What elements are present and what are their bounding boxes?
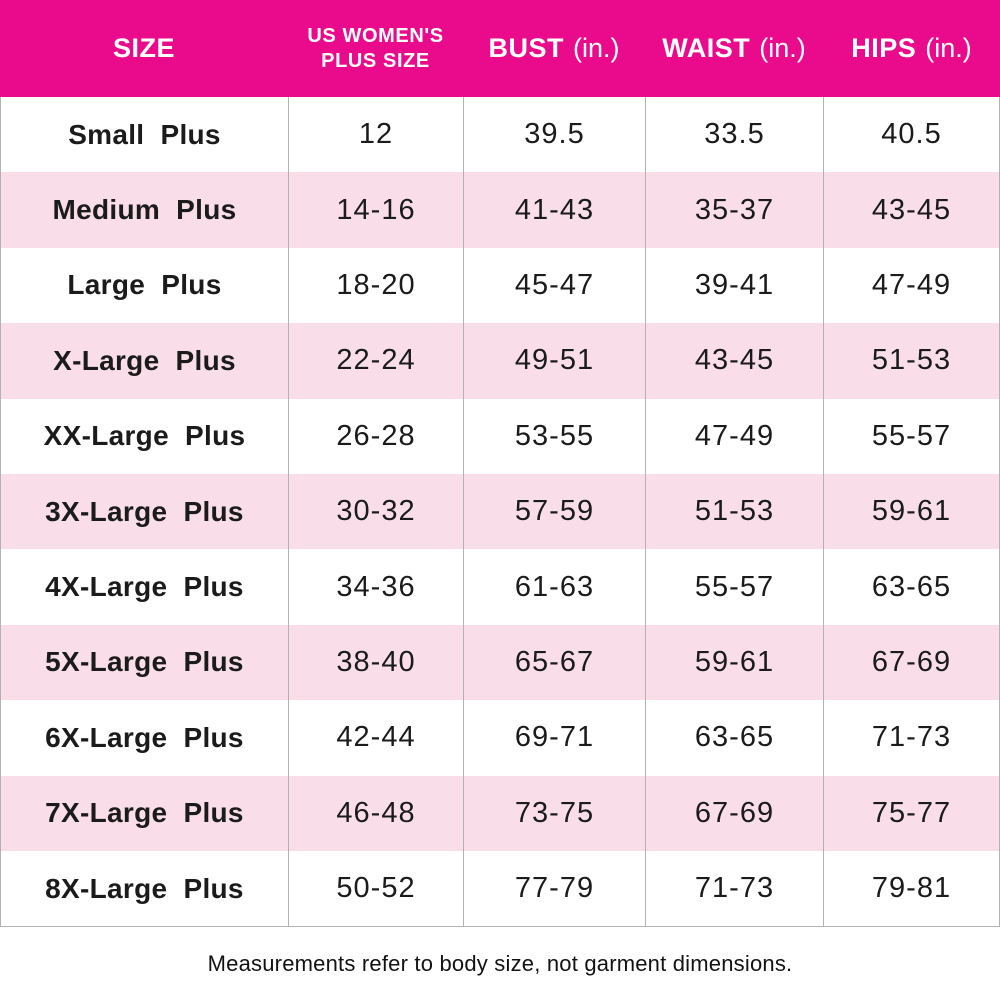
measurement-cell: 34-36 — [288, 549, 463, 625]
table-row: 3X-Large Plus 30-32 57-59 51-53 59-61 — [1, 473, 999, 550]
size-name-cell: 5X-Large Plus — [45, 646, 244, 678]
size-name-cell: 8X-Large Plus — [45, 872, 244, 904]
table-row: XX-Large Plus 26-28 53-55 47-49 55-57 — [1, 398, 999, 474]
measurement-cell: 40.5 — [823, 97, 999, 173]
measurement-cell: 63-65 — [823, 549, 999, 625]
measurement-cell: 57-59 — [463, 473, 645, 550]
column-header-unit: (in.) — [573, 33, 620, 63]
measurement-cell: 47-49 — [823, 247, 999, 324]
column-header-label: US WOMEN'S PLUS SIZE — [307, 24, 444, 72]
table-row: Large Plus 18-20 45-47 39-41 47-49 — [1, 247, 999, 324]
size-name-cell: XX-Large Plus — [43, 420, 246, 452]
measurement-cell: 71-73 — [645, 850, 823, 927]
measurement-cell: 43-45 — [823, 172, 999, 248]
measurement-cell: 42-44 — [288, 700, 463, 776]
table-row: Small Plus 12 39.5 33.5 40.5 — [1, 97, 999, 173]
measurement-cell: 67-69 — [823, 624, 999, 701]
column-header-bust: BUST (in.) — [463, 0, 645, 97]
measurement-cell: 59-61 — [823, 473, 999, 550]
measurement-cell: 69-71 — [463, 700, 645, 776]
measurement-cell: 39-41 — [645, 247, 823, 324]
column-header-label: HIPS — [851, 33, 917, 63]
measurement-cell: 39.5 — [463, 97, 645, 173]
measurement-cell: 18-20 — [288, 247, 463, 324]
table-row: X-Large Plus 22-24 49-51 43-45 51-53 — [1, 323, 999, 399]
measurement-cell: 73-75 — [463, 775, 645, 851]
measurement-cell: 33.5 — [645, 97, 823, 173]
table-row: 4X-Large Plus 34-36 61-63 55-57 63-65 — [1, 549, 999, 625]
column-header-waist: WAIST (in.) — [645, 0, 823, 97]
measurement-cell: 67-69 — [645, 775, 823, 851]
measurement-cell: 26-28 — [288, 398, 463, 474]
measurement-cell: 50-52 — [288, 850, 463, 927]
measurement-cell: 55-57 — [645, 549, 823, 625]
measurement-cell: 46-48 — [288, 775, 463, 851]
column-header-hips: HIPS (in.) — [823, 0, 1000, 97]
table-row: 7X-Large Plus 46-48 73-75 67-69 75-77 — [1, 775, 999, 851]
size-name-cell: Small Plus — [68, 118, 221, 150]
table-row: 6X-Large Plus 42-44 69-71 63-65 71-73 — [1, 700, 999, 776]
table-row: Medium Plus 14-16 41-43 35-37 43-45 — [1, 172, 999, 248]
size-name-cell: 4X-Large Plus — [45, 571, 244, 603]
measurement-cell: 35-37 — [645, 172, 823, 248]
measurement-cell: 51-53 — [645, 473, 823, 550]
size-name-cell: 3X-Large Plus — [45, 495, 244, 527]
measurement-cell: 38-40 — [288, 624, 463, 701]
size-name-cell: 7X-Large Plus — [45, 797, 244, 829]
column-header-label: BUST — [488, 33, 564, 63]
measurement-cell: 12 — [288, 97, 463, 173]
measurement-cell: 63-65 — [645, 700, 823, 776]
measurement-cell: 71-73 — [823, 700, 999, 776]
measurement-cell: 79-81 — [823, 850, 999, 927]
measurement-cell: 77-79 — [463, 850, 645, 927]
size-name-cell: X-Large Plus — [53, 344, 236, 376]
measurement-footnote: Measurements refer to body size, not gar… — [207, 950, 793, 976]
table-body: Small Plus 12 39.5 33.5 40.5 Medium Plus 14-16… — [0, 97, 1000, 928]
column-header-unit: (in.) — [925, 33, 972, 63]
size-name-cell: 6X-Large Plus — [45, 721, 244, 753]
measurement-cell: 51-53 — [823, 323, 999, 399]
measurement-cell: 14-16 — [288, 172, 463, 248]
measurement-cell: 75-77 — [823, 775, 999, 851]
size-name-cell: Medium Plus — [52, 194, 237, 226]
measurement-cell: 53-55 — [463, 398, 645, 474]
measurement-cell: 59-61 — [645, 624, 823, 701]
table-row: 5X-Large Plus 38-40 65-67 59-61 67-69 — [1, 624, 999, 701]
measurement-cell: 45-47 — [463, 247, 645, 324]
column-header-unit: (in.) — [759, 33, 806, 63]
measurement-cell: 43-45 — [645, 323, 823, 399]
column-header-label: SIZE — [112, 33, 175, 63]
measurement-cell: 55-57 — [823, 398, 999, 474]
column-header-us-plus-size: US WOMEN'S PLUS SIZE — [288, 0, 463, 97]
measurement-cell: 49-51 — [463, 323, 645, 399]
size-name-cell: Large Plus — [67, 269, 222, 301]
measurement-cell: 47-49 — [645, 398, 823, 474]
measurement-cell: 41-43 — [463, 172, 645, 248]
measurement-cell: 30-32 — [288, 473, 463, 550]
column-header-label: WAIST — [662, 33, 751, 63]
table-header-row: SIZE US WOMEN'S PLUS SIZE BUST (in.) WAI… — [0, 0, 1000, 97]
measurement-cell: 65-67 — [463, 624, 645, 701]
measurement-cell: 22-24 — [288, 323, 463, 399]
table-row: 8X-Large Plus 50-52 77-79 71-73 79-81 — [1, 850, 999, 927]
measurement-cell: 61-63 — [463, 549, 645, 625]
column-header-size: SIZE — [0, 0, 288, 97]
